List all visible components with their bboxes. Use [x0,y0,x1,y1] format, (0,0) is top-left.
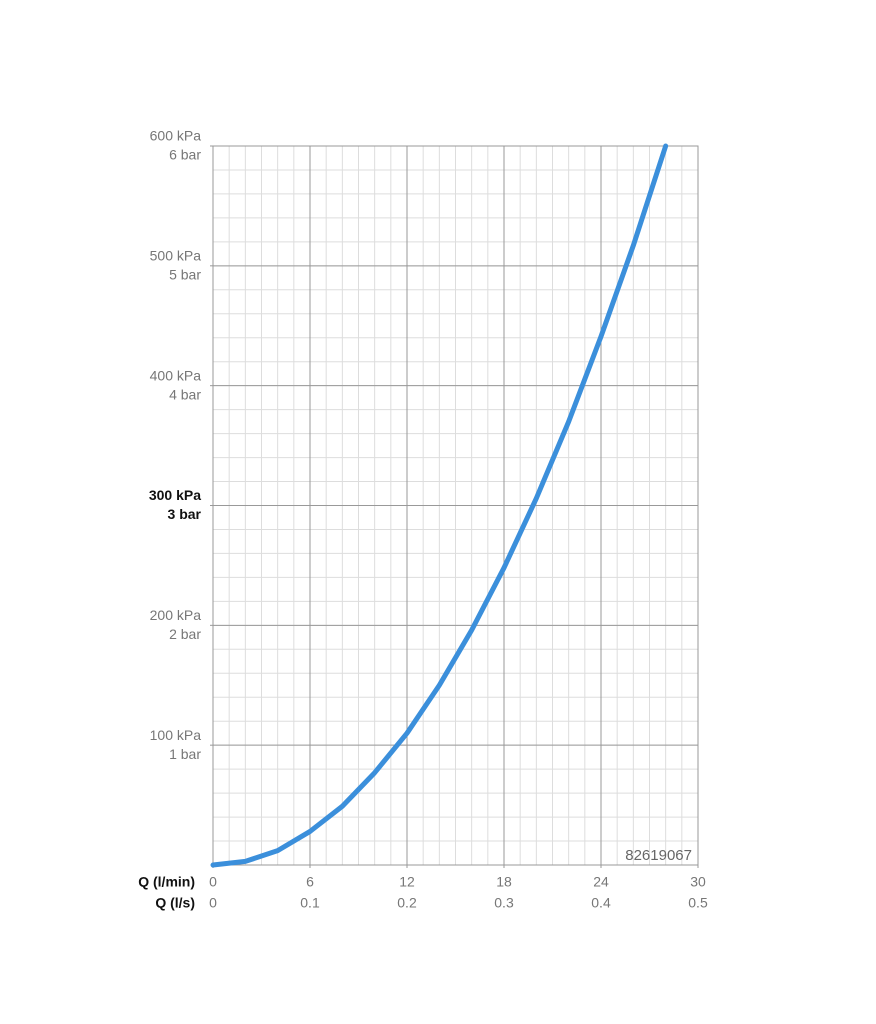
y2-tick-label: 6 bar [169,147,201,163]
x2-tick-label: 0 [209,895,217,911]
y-tick-label: 500 kPa [150,248,202,264]
x2-tick-label: 0.2 [397,895,417,911]
x2-tick-label: 0.5 [688,895,708,911]
y-tick-label: 300 kPa [149,487,201,503]
x-tick-label: 12 [399,874,415,890]
x-tick-label: 18 [496,874,512,890]
x-tick-label: 30 [690,874,706,890]
y2-tick-label: 5 bar [169,267,201,283]
curve [210,143,669,868]
x-axis-label: Q (l/min) [138,874,195,890]
y2-tick-label: 1 bar [169,746,201,762]
y-tick-label: 400 kPa [150,367,202,383]
y2-tick-label: 2 bar [169,626,201,642]
annotation: 82619067 [625,847,692,864]
x-tick-label: 6 [306,874,314,890]
x2-tick-label: 0.4 [591,895,611,911]
y-tick-label: 600 kPa [150,128,202,144]
x2-tick-label: 0.1 [300,895,320,911]
y-tick-label: 100 kPa [150,727,202,743]
x2-tick-label: 0.3 [494,895,514,911]
x-tick-label: 24 [593,874,609,890]
x2-axis-label: Q (l/s) [155,895,195,911]
x-tick-label: 0 [209,874,217,890]
y2-tick-label: 4 bar [169,386,201,402]
y2-tick-label: 3 bar [168,506,202,522]
y-tick-label: 200 kPa [150,607,202,623]
